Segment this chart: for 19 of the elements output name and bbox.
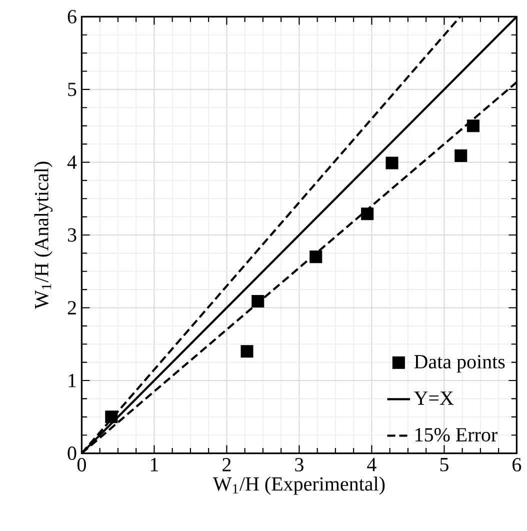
x-tick-label: 2 <box>222 458 231 472</box>
x-tick-label: 6 <box>512 458 522 472</box>
y-tick-label: 1 <box>68 374 76 388</box>
x-tick-label: 0 <box>77 458 86 472</box>
x-tick-label: 4 <box>367 458 376 472</box>
y-tick-label: 5 <box>68 82 76 96</box>
y-tick-label: 3 <box>68 228 76 242</box>
y-tick-label: 4 <box>67 156 77 169</box>
y-tick-label: 0 <box>68 446 76 460</box>
x-axis-title: W$_{1}$/H (Experimental) <box>212 476 385 495</box>
legend-label: Y=X <box>414 392 454 405</box>
x-tick-label: 5 <box>440 458 448 472</box>
x-tick-label: 3 <box>295 458 304 472</box>
x-tick-label: 1 <box>150 458 158 472</box>
legend-label: Data points <box>414 355 505 373</box>
y-tick-label: 2 <box>68 301 76 314</box>
y-axis-title: W$_{1}$/H (Analytical) <box>34 162 52 310</box>
y-tick-label: 6 <box>68 10 76 24</box>
legend-label: 15% Error <box>416 428 498 442</box>
